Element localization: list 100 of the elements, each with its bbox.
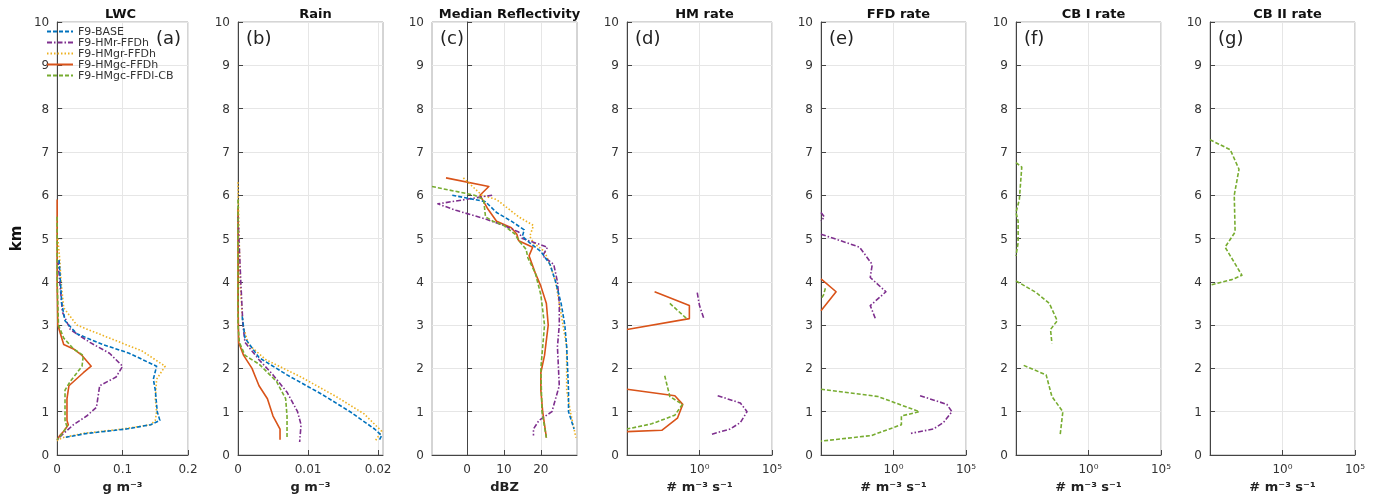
y-tick-label: 7 [221,144,230,159]
x-tick-label: 0.2 [178,462,198,476]
y-tick-label: 9 [610,58,619,73]
y-tick-label: 4 [416,274,424,289]
y-tick-label: 1 [610,404,619,419]
y-tick-label: 7 [805,144,813,159]
x-axis-title: # m⁻³ s⁻¹ [1249,478,1316,494]
y-tick-label: 9 [805,58,813,73]
y-tick-label: 10 [214,15,230,29]
legend-label: F9-HMgr-FFDh [78,47,156,60]
y-tick-label: 3 [221,318,230,333]
y-tick-label: 8 [1194,101,1202,116]
y-tick-label: 7 [999,144,1008,159]
y-tick-label: 9 [999,58,1008,73]
line-series [236,207,281,441]
annotation: (a) [156,26,182,48]
y-tick-label: 9 [41,58,50,73]
y-tick-label: 2 [1194,361,1202,376]
y-tick-label: 6 [610,188,619,203]
y-tick-label: 7 [1194,144,1202,159]
y-tick-label: 3 [999,318,1008,333]
y-tick-label: 2 [999,361,1008,376]
y-tick-label: 7 [416,144,424,159]
line-series [451,194,575,430]
y-tick-label: 6 [416,188,424,203]
y-tick-label: 1 [221,404,230,419]
x-tick-label: 10⁵ [1344,462,1366,476]
line-series [437,194,561,437]
y-tick-label: 5 [999,231,1008,246]
x-axis-title: # m⁻³ s⁻¹ [1054,478,1122,494]
legend-label: F9-BASE [78,25,124,38]
y-tick-label: 1 [41,404,50,419]
legend-label: F9-HMr-FFDh [78,36,149,49]
y-tick-label: 2 [805,361,813,376]
y-tick-label: 6 [41,188,50,203]
y-tick-label: 8 [805,101,813,116]
line-series [56,198,92,441]
y-tick-label: 1 [1194,404,1202,419]
y-tick-label: 4 [610,274,619,289]
y-tick-label: 10 [33,15,50,29]
x-tick-label: 0.02 [364,462,391,476]
x-axis-title: # m⁻³ s⁻¹ [860,478,927,494]
y-tick-label: 3 [416,318,424,333]
y-tick-label: 6 [1194,188,1202,203]
x-axis-title: g m⁻³ [102,478,143,494]
x-tick-label: 10⁵ [955,462,977,476]
x-tick-label: 0 [53,462,61,476]
x-tick-label: 10⁰ [688,462,710,476]
y-tick-label: 0 [221,448,230,462]
y-tick-label: 2 [41,361,50,376]
y-tick-label: 3 [610,318,619,333]
y-tick-label: 7 [41,144,50,159]
y-tick-label: 8 [221,101,230,116]
x-tick-label: 10⁰ [1272,462,1293,476]
y-tick-label: 5 [41,231,50,246]
y-tick-label: 9 [416,58,424,73]
y-tick-label: 0 [416,448,424,462]
y-tick-label: 4 [805,274,813,289]
y-tick-label: 3 [1194,318,1202,333]
y-tick-label: 5 [416,231,424,246]
line-series [431,185,548,439]
y-tick-label: 0 [610,448,619,462]
x-tick-label: 10⁰ [883,462,904,476]
chart-title: Median Reflectivity [438,6,581,21]
y-tick-label: 6 [999,188,1008,203]
y-tick-label: 8 [416,101,424,116]
x-tick-label: 10⁵ [1150,462,1171,476]
y-tick-label: 8 [999,101,1008,116]
y-tick-label: 1 [999,404,1008,419]
chart-title: LWC [104,6,137,21]
y-tick-label: 8 [610,101,619,116]
line-series [236,181,382,443]
y-tick-label: 10 [992,15,1008,29]
y-tick-label: 1 [416,404,424,419]
y-tick-label: 6 [805,188,813,203]
y-tick-label: 4 [1194,274,1202,289]
y-tick-label: 2 [221,361,230,376]
chart-title: FFD rate [866,6,931,21]
x-tick-label: 0.1 [113,462,133,476]
annotation: (f) [1023,26,1044,48]
x-tick-label: 10⁰ [1077,462,1099,476]
line-series [56,237,166,442]
y-tick-label: 0 [999,448,1008,462]
y-tick-label: 10 [797,15,813,29]
line-series [462,177,577,439]
y-tick-label: 0 [1194,448,1202,462]
x-tick-label: 0.01 [294,462,321,476]
chart-title: Rain [298,6,332,21]
y-tick-label: 5 [1194,231,1202,246]
chart-title: CB II rate [1253,6,1322,21]
y-tick-label: 0 [805,448,813,462]
y-tick-label: 2 [416,361,424,376]
x-tick-label: 10 [496,462,512,476]
y-tick-label: 9 [221,58,230,73]
y-tick-label: 2 [610,361,619,376]
y-tick-label: 3 [41,318,50,333]
y-tick-label: 8 [41,101,50,116]
y-tick-label: 10 [408,15,424,29]
y-tick-label: 6 [221,188,230,203]
x-axis-title: dBZ [490,478,519,494]
